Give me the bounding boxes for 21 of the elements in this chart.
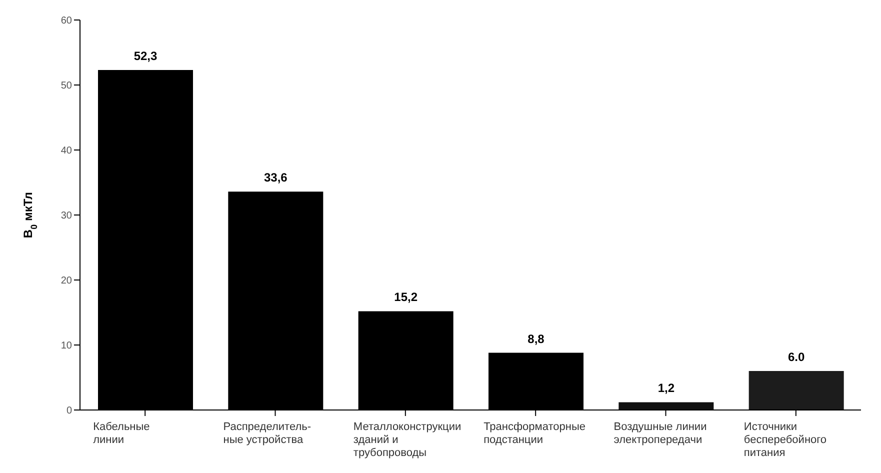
y-tick-label: 50 [60,80,72,92]
y-tick-label: 0 [66,406,72,417]
data-label: 1,2 [658,381,675,396]
x-tick-label: Распределитель- ные устройства [223,421,312,446]
data-label: 8,8 [528,332,545,346]
bar [618,402,714,410]
y-tick-label: 60 [60,16,72,27]
y-tick-label: 10 [60,340,72,352]
x-tick-label: Металлоконструкции зданий и трубопроводы [353,421,462,459]
data-label: 6.0 [788,350,805,364]
x-tick-label: Кабельные линии [93,421,150,446]
x-tick-label: Источники бесперебойного питания [744,421,827,459]
y-tick-label: 30 [60,210,72,222]
y-tick-label: 20 [60,276,72,287]
bar [748,371,844,410]
data-label: 52,3 [134,49,158,64]
x-tick-label: Воздушные линии электропередачи [614,421,707,446]
data-label: 15,2 [394,290,418,304]
data-label: 33,6 [264,170,288,185]
x-tick-label: Трансформаторные подстанции [484,421,586,446]
y-tick-label: 40 [60,146,72,157]
